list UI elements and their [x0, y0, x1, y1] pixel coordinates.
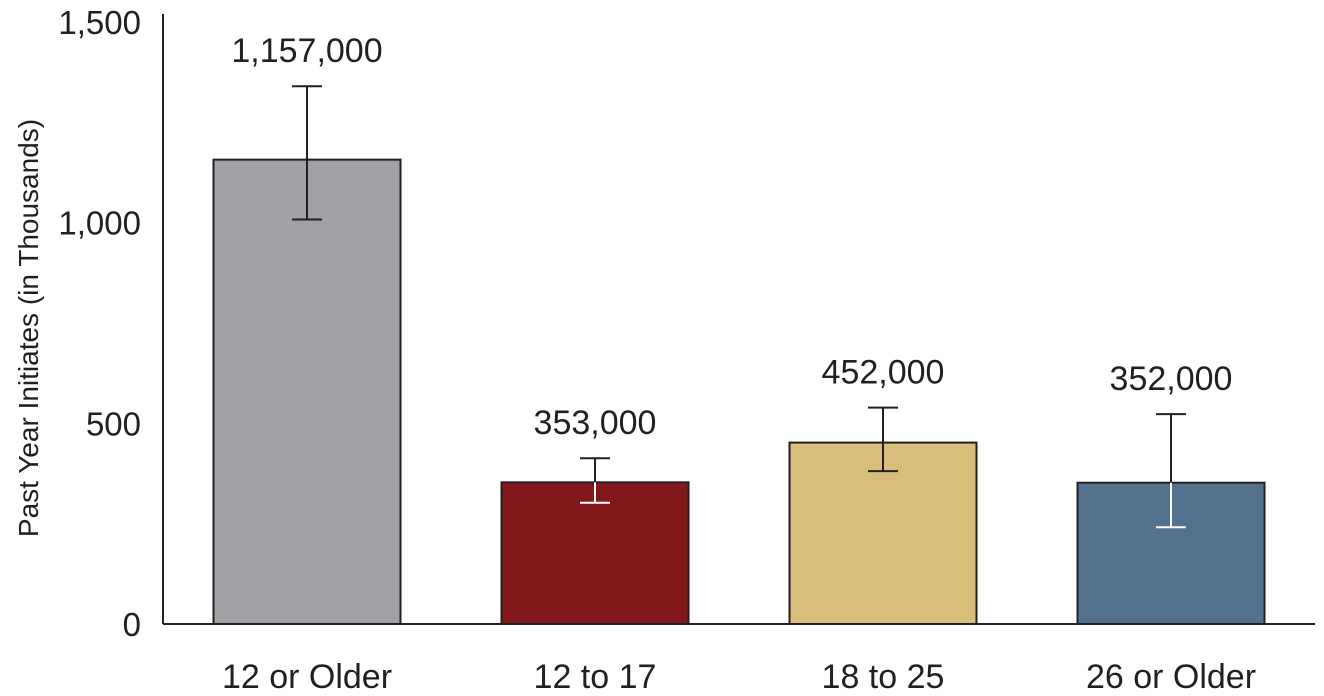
x-axis: 12 or Older 12 to 17 18 to 25 26 or Older — [163, 623, 1315, 696]
data-label: 352,000 — [1110, 360, 1233, 398]
data-labels: 1,157,000 353,000 452,000 352,000 — [231, 32, 1232, 442]
y-tick-label: 1,000 — [58, 205, 141, 242]
y-tick-label: 1,500 — [58, 4, 141, 41]
y-tick-label: 0 — [123, 606, 141, 643]
x-tick-label: 26 or Older — [1086, 658, 1256, 696]
bars — [212, 158, 1266, 626]
bar — [212, 158, 402, 625]
x-tick-label: 12 to 17 — [534, 658, 657, 696]
y-axis: 0 500 1,000 1,500 Past Year Initiates (in T… — [13, 4, 164, 643]
y-axis-title: Past Year Initiates (in Thousands) — [13, 119, 44, 537]
data-label: 1,157,000 — [231, 32, 382, 70]
bar — [500, 481, 690, 626]
y-tick-label: 500 — [86, 405, 141, 442]
x-tick-labels: 12 or Older 12 to 17 18 to 25 26 or Older — [222, 658, 1256, 696]
x-tick-label: 18 to 25 — [822, 658, 945, 696]
data-label: 452,000 — [822, 354, 945, 392]
x-tick-label: 12 or Older — [222, 658, 392, 696]
error-bars — [292, 85, 1186, 529]
y-tick-labels: 0 500 1,000 1,500 — [58, 4, 141, 643]
data-label: 353,000 — [534, 404, 657, 442]
